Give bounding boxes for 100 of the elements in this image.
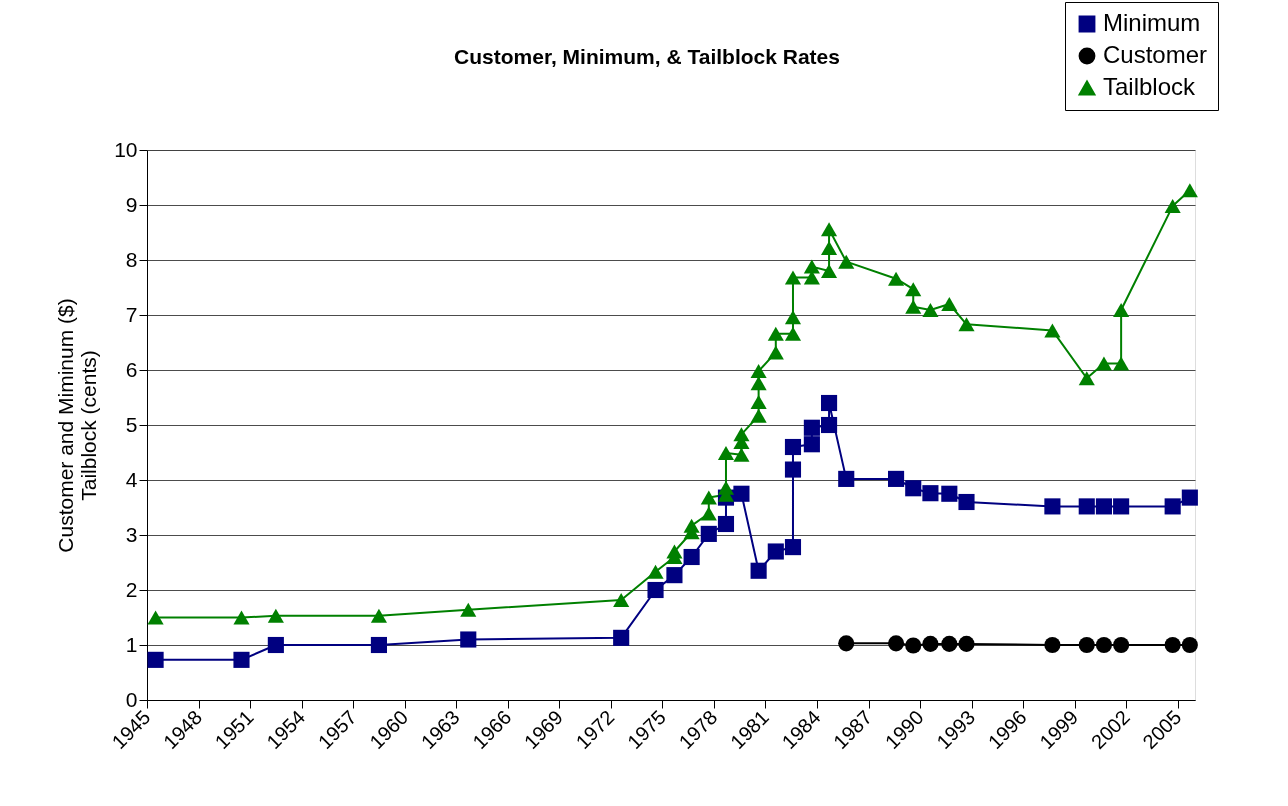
- point: [922, 303, 939, 318]
- chart-title: Customer, Minimum, & Tailblock Rates: [454, 45, 840, 68]
- y-tick-label: 9: [125, 192, 138, 216]
- point: [784, 461, 802, 478]
- point: [958, 317, 975, 332]
- point: [700, 490, 717, 505]
- point: [838, 470, 855, 487]
- point: [613, 592, 630, 607]
- point: [370, 608, 387, 623]
- point: [838, 254, 855, 269]
- legend-label: Tailblock: [1103, 73, 1197, 100]
- point: [267, 636, 284, 654]
- point: [1078, 498, 1095, 515]
- legend-label: Customer: [1103, 41, 1208, 68]
- point: [717, 446, 735, 461]
- y-tick-label: 0: [125, 687, 138, 711]
- y-tick-label: 3: [125, 522, 138, 546]
- point: [717, 480, 735, 495]
- point: [905, 282, 922, 297]
- point: [733, 485, 750, 502]
- point: [803, 436, 820, 453]
- point: [888, 470, 905, 487]
- point: [821, 222, 838, 237]
- point: [767, 543, 784, 560]
- point: [1181, 183, 1198, 198]
- point: [905, 480, 922, 497]
- point: [941, 297, 958, 311]
- point: [147, 651, 164, 668]
- point: [803, 419, 820, 436]
- point: [905, 637, 922, 654]
- point: [1181, 489, 1198, 506]
- point: [1181, 636, 1198, 654]
- y-tick-label: 2: [125, 577, 138, 601]
- point: [267, 608, 284, 623]
- point: [784, 438, 802, 456]
- point: [1095, 356, 1113, 371]
- point: [750, 394, 767, 409]
- point: [784, 539, 802, 556]
- point: [838, 635, 855, 652]
- point: [750, 364, 767, 379]
- point: [700, 506, 717, 521]
- point: [1164, 636, 1181, 654]
- point: [941, 635, 958, 652]
- point: [888, 271, 905, 286]
- point: [370, 636, 387, 654]
- point: [1113, 498, 1130, 515]
- point: [1044, 323, 1061, 338]
- point: [700, 525, 717, 542]
- point: [905, 299, 922, 314]
- y-tick-label: 4: [125, 467, 138, 491]
- point: [1044, 636, 1061, 654]
- point: [922, 485, 939, 502]
- point: [888, 635, 905, 652]
- point: [941, 485, 958, 502]
- point: [1078, 371, 1095, 386]
- point: [460, 631, 477, 648]
- point: [1113, 636, 1130, 654]
- point: [233, 651, 250, 668]
- y-tick-label: 7: [125, 302, 138, 326]
- y-axis-title: Customer and Miminum ($) Tailblock (cents): [54, 298, 101, 553]
- point: [767, 326, 784, 341]
- point: [750, 562, 767, 579]
- y-tick-label: 10: [114, 137, 138, 161]
- point: [922, 635, 939, 652]
- point: [958, 635, 975, 652]
- point: [647, 564, 664, 579]
- point: [613, 629, 630, 646]
- point: [1095, 498, 1113, 515]
- legend-label: Minimum: [1103, 9, 1201, 36]
- point: [1164, 199, 1181, 214]
- point: [717, 515, 735, 533]
- point: [647, 581, 664, 599]
- point: [1164, 498, 1181, 515]
- point: [750, 408, 767, 423]
- point: [733, 447, 750, 462]
- point: [666, 544, 683, 559]
- point: [750, 376, 767, 391]
- y-tick-label: 1: [125, 632, 138, 656]
- point: [821, 394, 838, 412]
- point: [803, 259, 820, 274]
- point: [821, 264, 838, 278]
- point: [233, 610, 250, 625]
- point: [1113, 303, 1130, 318]
- point: [784, 326, 802, 341]
- point: [1095, 636, 1113, 654]
- point: [460, 602, 477, 617]
- point: [1044, 498, 1061, 515]
- point: [821, 240, 838, 255]
- point: [666, 567, 683, 584]
- point: [784, 270, 802, 285]
- point: [733, 427, 750, 442]
- y-tick-label: 5: [125, 412, 138, 436]
- point: [1113, 356, 1130, 371]
- y-tick-label: 8: [125, 247, 138, 271]
- point: [784, 310, 802, 325]
- point: [821, 416, 838, 434]
- point: [683, 518, 700, 533]
- point: [767, 345, 784, 360]
- y-tick-label: 6: [125, 357, 138, 381]
- point: [1078, 636, 1095, 654]
